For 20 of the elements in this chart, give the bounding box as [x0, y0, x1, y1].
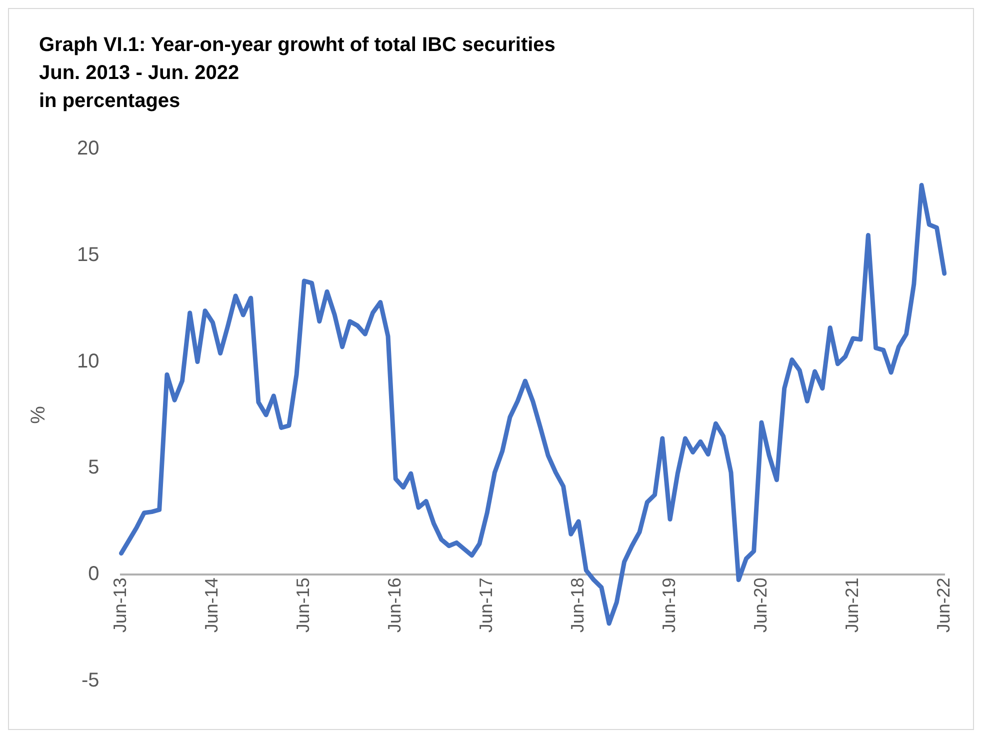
- x-tick-label: Jun-15: [293, 578, 314, 633]
- x-tick-label: Jun-13: [110, 578, 130, 633]
- y-axis-title: %: [28, 406, 50, 424]
- x-tick-label: Jun-18: [568, 578, 588, 633]
- y-tick-label: 15: [76, 244, 100, 266]
- text: in percentages: [39, 89, 182, 114]
- y-tick-label: -5: [81, 670, 100, 692]
- x-tick-label: Jun-19: [658, 578, 679, 633]
- y-tick-label: 0: [88, 563, 100, 586]
- x-tick-label: Jun-20: [750, 578, 770, 633]
- x-tick-label: Jun-22: [933, 578, 954, 633]
- x-tick-label: Jun-16: [384, 578, 405, 633]
- y-tick-label: 5: [88, 456, 100, 479]
- y-tick-label: 20: [76, 138, 100, 160]
- y-tick-label: 10: [76, 350, 100, 372]
- chart-title: Graph VI.1: Year-on-year growht of total IBC securities: [39, 33, 556, 58]
- x-tick-label: Jun-14: [202, 578, 222, 633]
- x-tick-label: Jun-21: [842, 578, 862, 633]
- x-tick-label: Jun-17: [476, 578, 496, 633]
- chart-subtitle: Jun. 2013 - Jun. 2022: [39, 61, 240, 86]
